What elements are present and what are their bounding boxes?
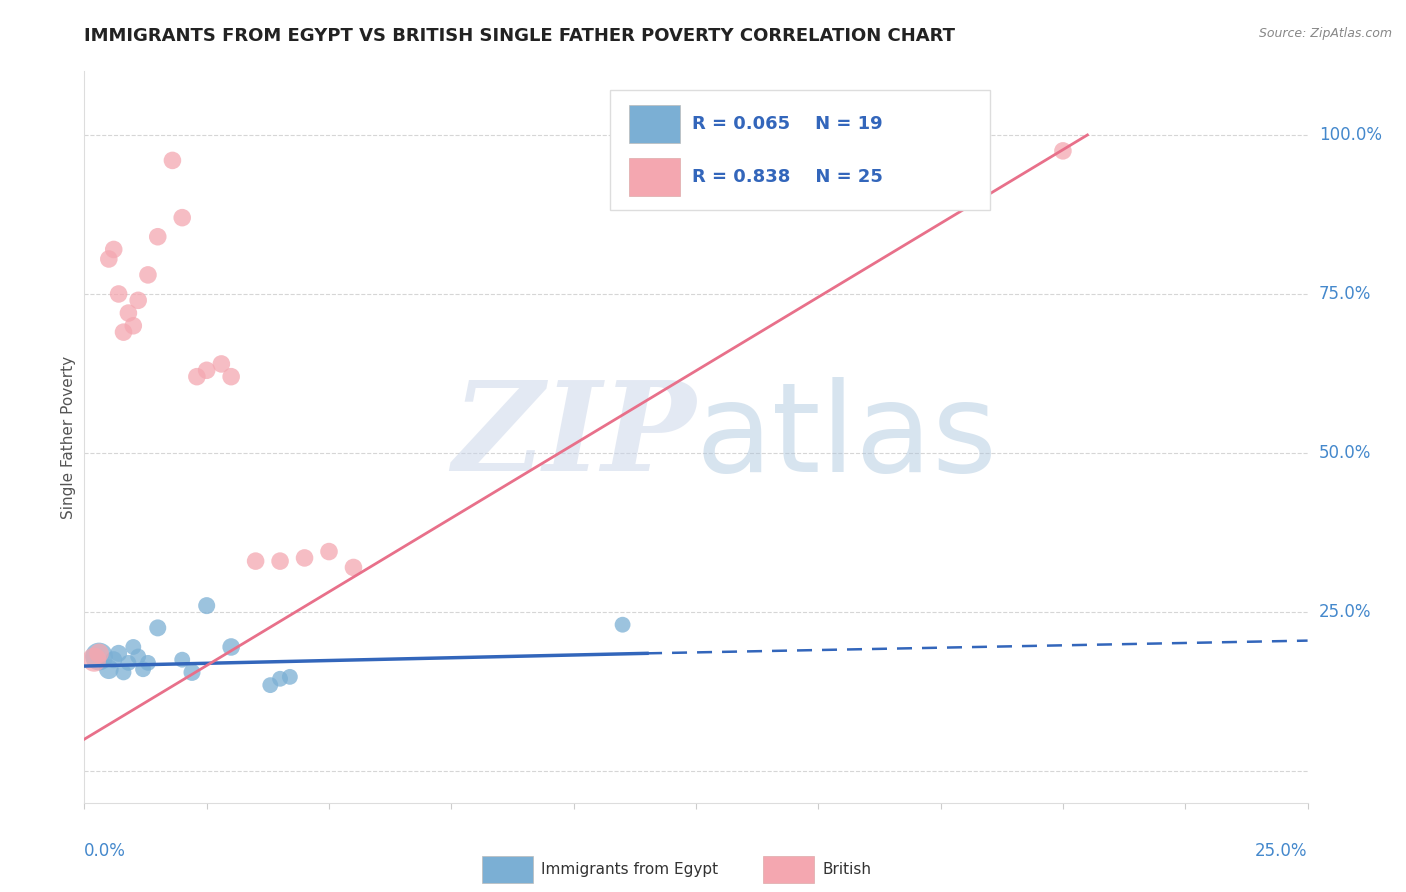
- Point: [83, 653, 105, 667]
- Point: [132, 662, 155, 676]
- Text: 50.0%: 50.0%: [1319, 444, 1371, 462]
- Point: [97, 252, 120, 266]
- Text: 25.0%: 25.0%: [1256, 842, 1308, 860]
- Point: [112, 665, 135, 680]
- Text: Source: ZipAtlas.com: Source: ZipAtlas.com: [1258, 27, 1392, 40]
- Point: [342, 560, 364, 574]
- Text: Immigrants from Egypt: Immigrants from Egypt: [541, 863, 718, 877]
- Point: [103, 243, 125, 257]
- Text: ZIP: ZIP: [453, 376, 696, 498]
- Text: 0.0%: 0.0%: [84, 842, 127, 860]
- Point: [112, 325, 135, 339]
- Point: [136, 268, 159, 282]
- Text: R = 0.065    N = 19: R = 0.065 N = 19: [692, 115, 883, 133]
- Text: British: British: [823, 863, 872, 877]
- Point: [117, 656, 139, 670]
- Point: [181, 665, 204, 680]
- Point: [219, 369, 242, 384]
- Point: [117, 306, 139, 320]
- Point: [294, 550, 316, 565]
- Text: IMMIGRANTS FROM EGYPT VS BRITISH SINGLE FATHER POVERTY CORRELATION CHART: IMMIGRANTS FROM EGYPT VS BRITISH SINGLE …: [84, 27, 955, 45]
- Text: R = 0.838    N = 25: R = 0.838 N = 25: [692, 169, 883, 186]
- Text: atlas: atlas: [696, 376, 998, 498]
- Point: [136, 656, 159, 670]
- Point: [269, 672, 291, 686]
- Point: [162, 153, 184, 168]
- Point: [245, 554, 267, 568]
- Point: [87, 646, 110, 660]
- Point: [318, 544, 340, 558]
- Y-axis label: Single Father Poverty: Single Father Poverty: [60, 356, 76, 518]
- Point: [122, 640, 145, 654]
- Point: [219, 640, 242, 654]
- Point: [195, 363, 218, 377]
- Point: [1052, 144, 1074, 158]
- FancyBboxPatch shape: [628, 105, 681, 143]
- Point: [269, 554, 291, 568]
- Point: [636, 144, 658, 158]
- Point: [97, 662, 120, 676]
- Point: [612, 617, 634, 632]
- Point: [103, 653, 125, 667]
- Point: [146, 229, 169, 244]
- Point: [195, 599, 218, 613]
- Point: [127, 293, 149, 308]
- Text: 75.0%: 75.0%: [1319, 285, 1371, 303]
- Point: [278, 670, 301, 684]
- Point: [172, 653, 194, 667]
- Point: [186, 369, 208, 384]
- FancyBboxPatch shape: [610, 90, 990, 211]
- Point: [122, 318, 145, 333]
- Point: [172, 211, 194, 225]
- Text: 25.0%: 25.0%: [1319, 603, 1371, 621]
- Point: [107, 646, 129, 660]
- Point: [209, 357, 232, 371]
- FancyBboxPatch shape: [628, 159, 681, 196]
- Point: [146, 621, 169, 635]
- Point: [107, 287, 129, 301]
- Text: 100.0%: 100.0%: [1319, 126, 1382, 144]
- Point: [259, 678, 281, 692]
- Point: [127, 649, 149, 664]
- Point: [87, 649, 110, 664]
